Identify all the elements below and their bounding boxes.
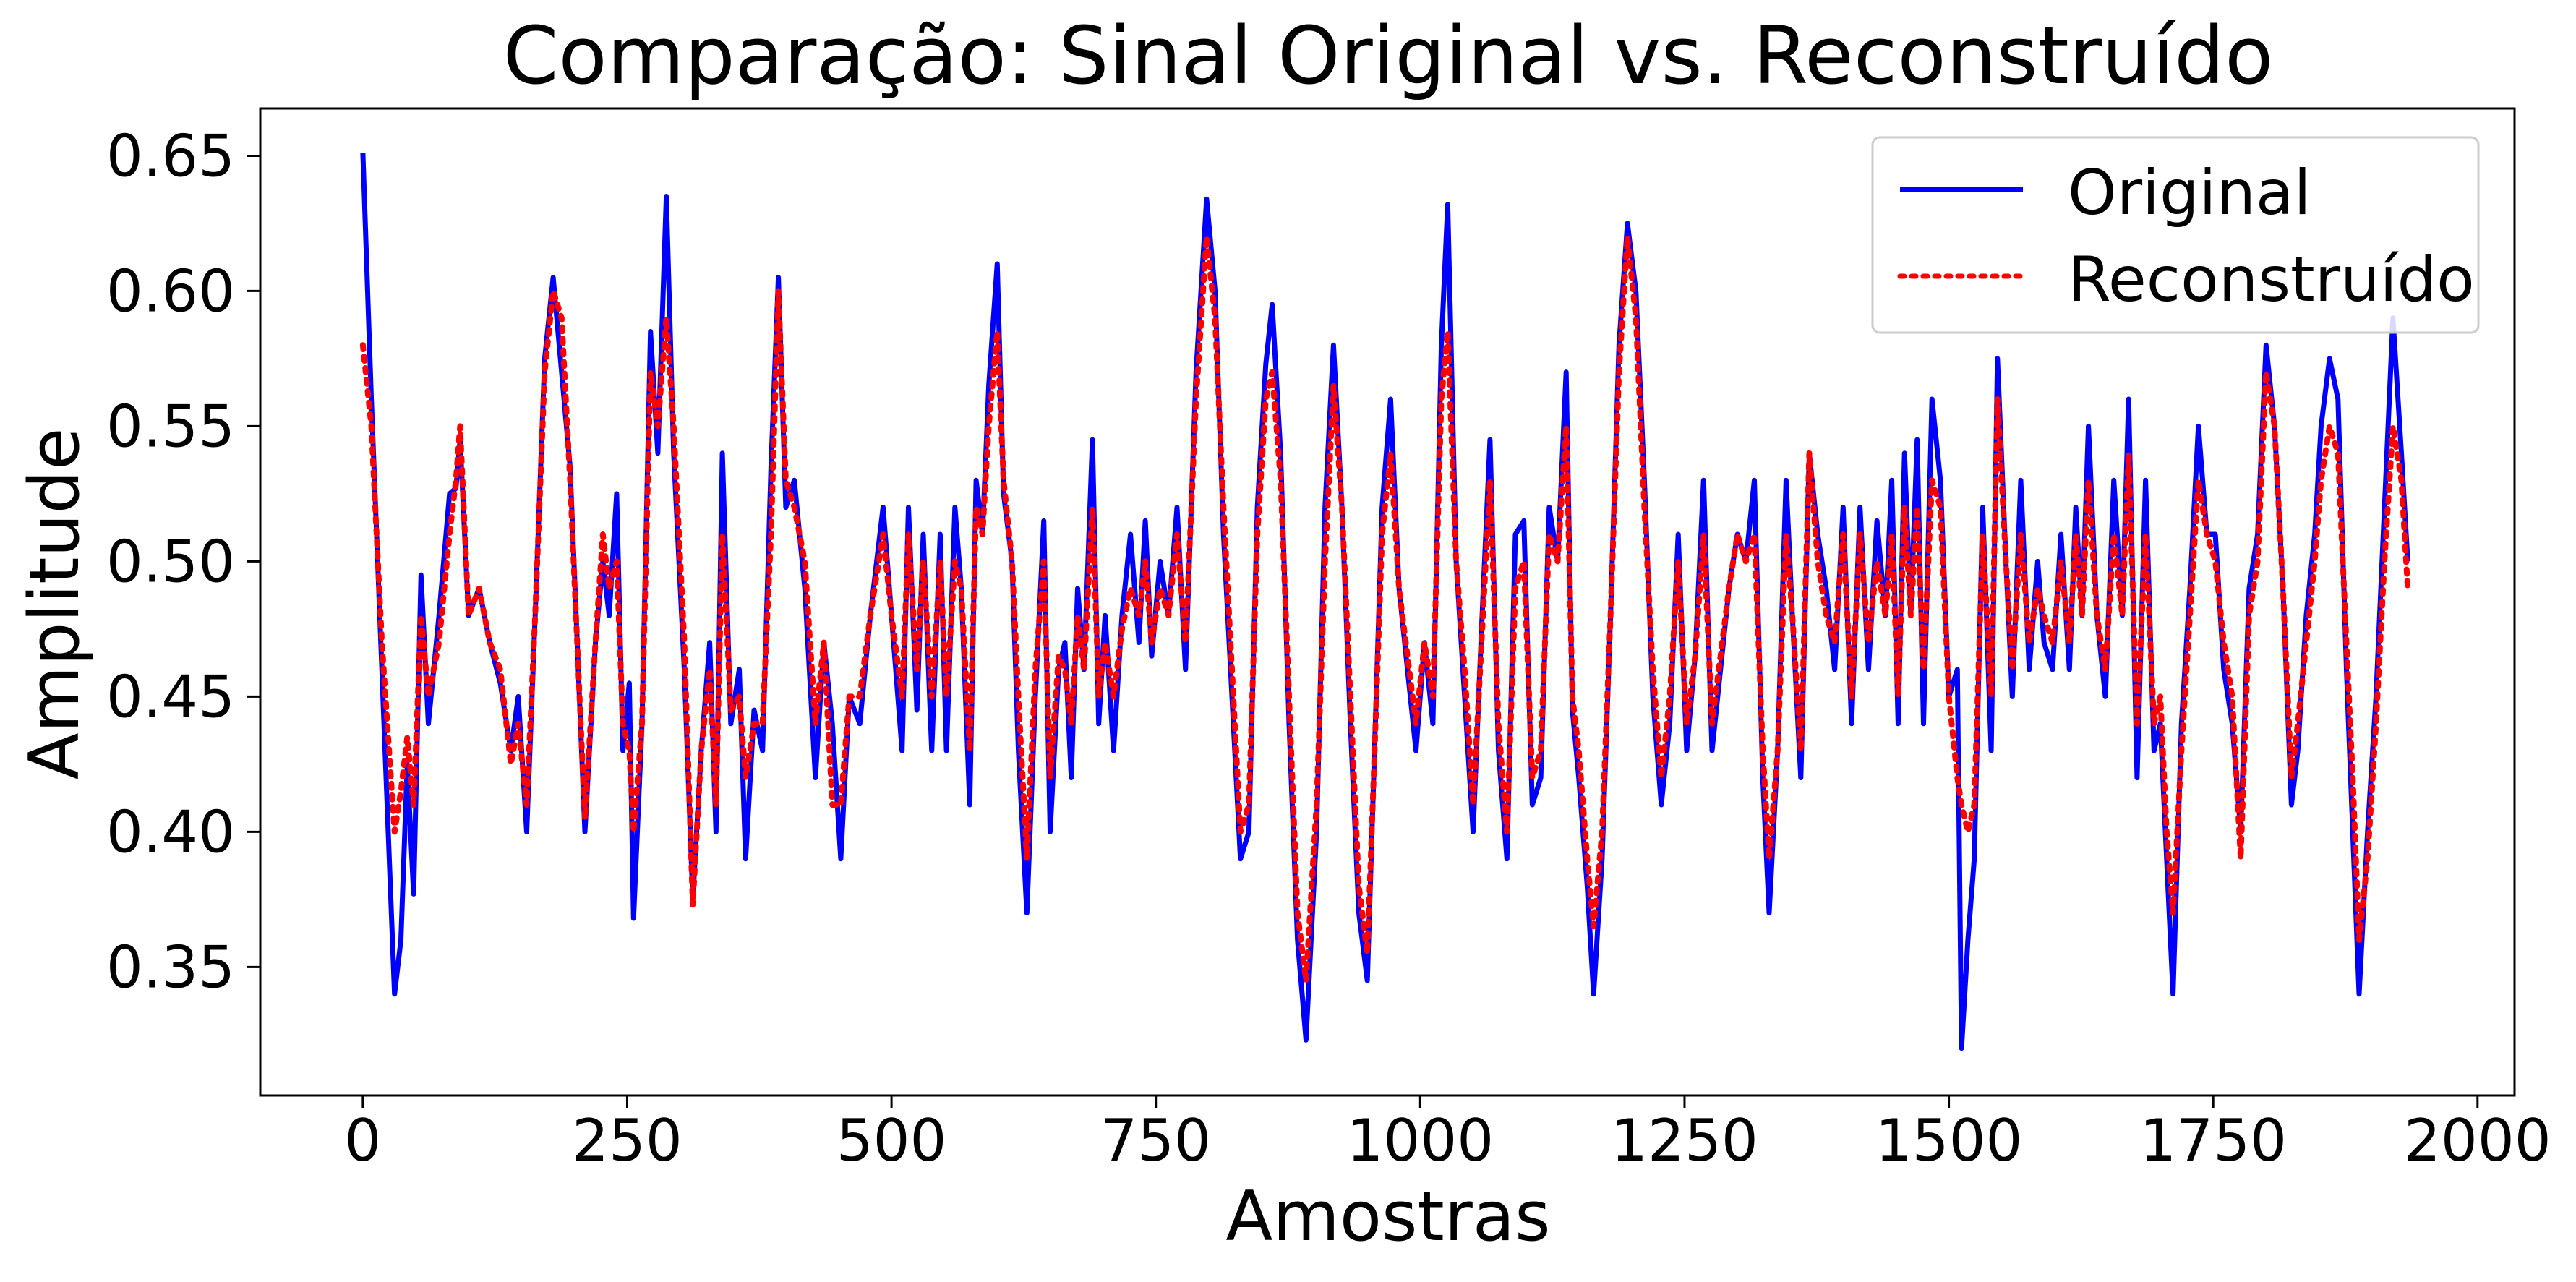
legend: Original Reconstruído [1871,136,2480,334]
x-axis-label: Amostras [1225,1177,1550,1257]
x-tick-label: 1000 [1347,1107,1494,1174]
x-tick-label: 1500 [1875,1107,2023,1174]
y-tick-label: 0.35 [106,933,235,1001]
x-tick-label: 1750 [2139,1107,2287,1174]
chart-title: Comparação: Sinal Original vs. Reconstru… [503,9,2274,102]
x-tick-label: 0 [344,1107,381,1174]
y-tick-label: 0.55 [106,393,235,460]
x-tick-label: 250 [572,1107,682,1174]
plot-frame [259,107,2516,1097]
x-tick-label: 500 [836,1107,947,1174]
plot-area: 0 250 500 750 1000 1250 1500 1750 2000 0.35 0.40 0.… [106,107,2551,1174]
y-axis-label: Amplitude [15,428,95,780]
y-tick-label: 0.40 [106,798,235,866]
y-tick-label: 0.60 [106,257,235,325]
y-tick-label: 0.50 [106,528,235,595]
legend-frame [1871,136,2480,334]
legend-label-reconstructed: Reconstruído [2068,244,2475,316]
x-tick-label: 2000 [2404,1107,2551,1174]
x-tick-label: 1250 [1611,1107,1758,1174]
x-tick-label: 750 [1100,1107,1211,1174]
y-tick-label: 0.45 [106,663,235,730]
legend-label-original: Original [2068,157,2311,229]
y-tick-label: 0.65 [106,122,235,189]
series-line-reconstructed [359,234,2411,984]
